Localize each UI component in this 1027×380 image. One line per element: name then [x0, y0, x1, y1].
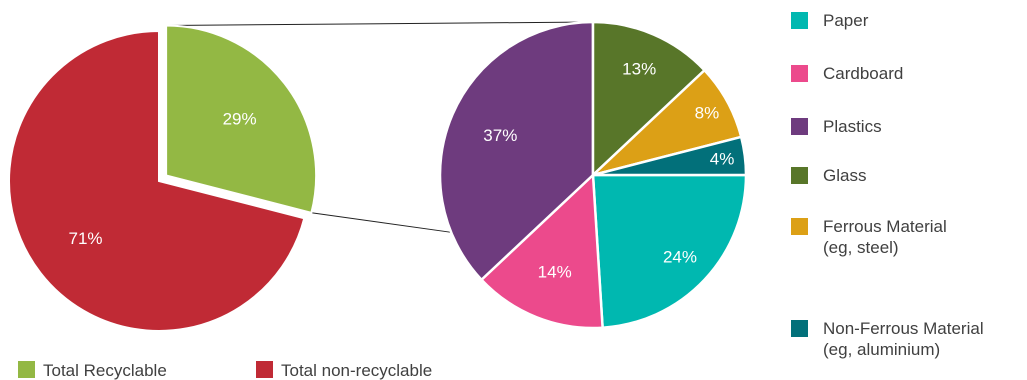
connector-line-bottom: [311, 212, 452, 233]
legend-right: Paper Cardboard Plastics Glass Ferrous Mater…: [791, 11, 984, 359]
slice-label-paper: 24%: [663, 248, 697, 267]
legend-bottom: Total Recyclable Total non-recyclable: [18, 361, 432, 380]
slice-non-ferrous-material-eg-aluminium: [592, 135, 748, 177]
legend-label-total-non-recyclable: Total non-recyclable: [281, 361, 432, 380]
slice-label-plastics: 37%: [483, 126, 517, 145]
recyclable-pie: 29% 71%: [8, 24, 318, 332]
slice-total-non-recyclable: [8, 29, 306, 332]
slice-cardboard: [479, 172, 604, 330]
slice-label-total-recyclable: 29%: [223, 109, 257, 128]
legend-label-cardboard: Cardboard: [823, 64, 903, 83]
slice-plastics: [438, 20, 595, 282]
legend-swatch-plastics: [791, 118, 808, 135]
slice-label-non-ferrous-material-eg-aluminium: 4%: [710, 150, 735, 169]
legend-swatch-paper: [791, 12, 808, 29]
slice-label-ferrous-material-eg-steel: 8%: [695, 103, 720, 122]
legend-label-non-ferrous-material-eg-aluminium: Non-Ferrous Material (eg, aluminium): [823, 319, 984, 359]
slice-paper: [591, 173, 748, 330]
slice-total-recyclable: [165, 24, 318, 215]
legend-label-paper: Paper: [823, 11, 869, 30]
slice-label-cardboard: 14%: [538, 263, 572, 282]
connector-line-top: [166, 21, 594, 26]
legend-swatch-glass: [791, 167, 808, 184]
legend-swatch-cardboard: [791, 65, 808, 82]
legend-swatch-ferrous-material-eg-steel: [791, 218, 808, 235]
legend-label-total-recyclable: Total Recyclable: [43, 361, 167, 380]
slice-glass: [591, 20, 707, 178]
legend-label-ferrous-material-eg-steel: Ferrous Material (eg, steel): [823, 217, 947, 257]
recyclable-breakdown-pie: 24% 14% 37% 13% 8% 4%: [438, 20, 748, 330]
slice-label-glass: 13%: [622, 59, 656, 78]
legend-label-glass: Glass: [823, 166, 866, 185]
legend-swatch-total-recyclable: [18, 361, 35, 378]
slice-label-total-non-recyclable: 71%: [68, 229, 102, 248]
connector-lines: [166, 21, 594, 233]
legend-swatch-total-non-recyclable: [256, 361, 273, 378]
legend-swatch-non-ferrous-material-eg-aluminium: [791, 320, 808, 337]
legend-label-plastics: Plastics: [823, 117, 882, 136]
